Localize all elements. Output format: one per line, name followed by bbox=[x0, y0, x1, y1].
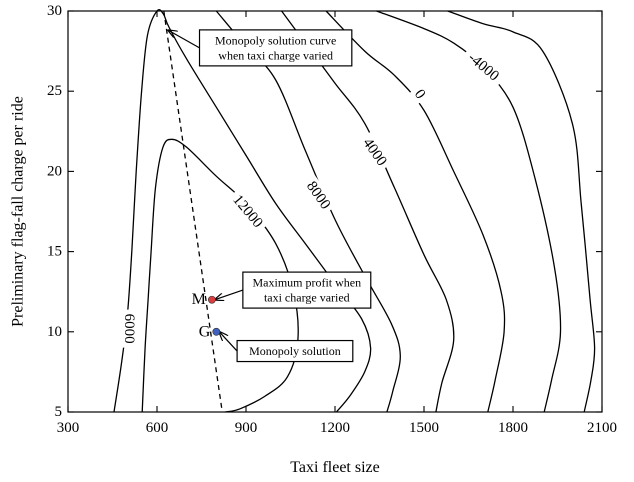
contour-line-12000 bbox=[141, 138, 299, 413]
y-tick-label: 20 bbox=[47, 163, 62, 179]
x-tick-label: 600 bbox=[146, 420, 169, 436]
contour-line-6000 bbox=[113, 9, 372, 413]
y-tick-label: 10 bbox=[47, 324, 62, 340]
contour-line-minus-4000 bbox=[376, 10, 562, 413]
annotation-text: Monopoly solution curve bbox=[215, 33, 336, 47]
solution-points: MG bbox=[192, 291, 221, 340]
point-m bbox=[207, 295, 216, 304]
x-tick-label: 2100 bbox=[587, 420, 617, 436]
contour-label: 6000 bbox=[121, 314, 137, 344]
y-tick-label: 5 bbox=[55, 404, 63, 420]
x-tick-label: 1200 bbox=[320, 420, 350, 436]
x-axis-ticks: 300 600 900 1200 1500 1800 2100 bbox=[57, 11, 617, 436]
x-tick-label: 1500 bbox=[409, 420, 439, 436]
contour-lines bbox=[113, 9, 596, 413]
y-axis-label: Preliminary flag-fall charge per ride bbox=[10, 96, 27, 327]
annotation-text: taxi charge varied bbox=[264, 291, 350, 305]
y-axis-ticks: 5 10 15 20 25 30 bbox=[47, 3, 602, 420]
point-g bbox=[212, 327, 221, 336]
x-axis-label: Taxi fleet size bbox=[290, 459, 380, 476]
annotation-text: when taxi charge varied bbox=[218, 48, 333, 62]
x-tick-label: 900 bbox=[235, 420, 258, 436]
y-tick-label: 30 bbox=[47, 3, 62, 19]
contour-line-0 bbox=[325, 10, 506, 413]
annotation-text: Monopoly solution bbox=[249, 344, 341, 358]
annotation-arrow bbox=[215, 289, 244, 300]
monopoly-solution-dashed-line bbox=[163, 10, 223, 413]
annotation-arrow bbox=[168, 30, 200, 49]
contour-line-outer bbox=[447, 10, 596, 413]
annotation-box: Monopoly solution bbox=[236, 339, 354, 363]
x-tick-label: 300 bbox=[57, 420, 80, 436]
monopoly-solution-curve bbox=[163, 10, 223, 413]
y-tick-label: 25 bbox=[47, 83, 62, 99]
y-tick-label: 15 bbox=[47, 244, 62, 260]
point-label-m: M bbox=[192, 291, 206, 308]
annotation-arrow bbox=[219, 332, 238, 352]
x-tick-label: 1800 bbox=[498, 420, 528, 436]
point-label-g: G bbox=[199, 323, 211, 340]
annotation-text: Maximum profit when bbox=[252, 276, 361, 290]
